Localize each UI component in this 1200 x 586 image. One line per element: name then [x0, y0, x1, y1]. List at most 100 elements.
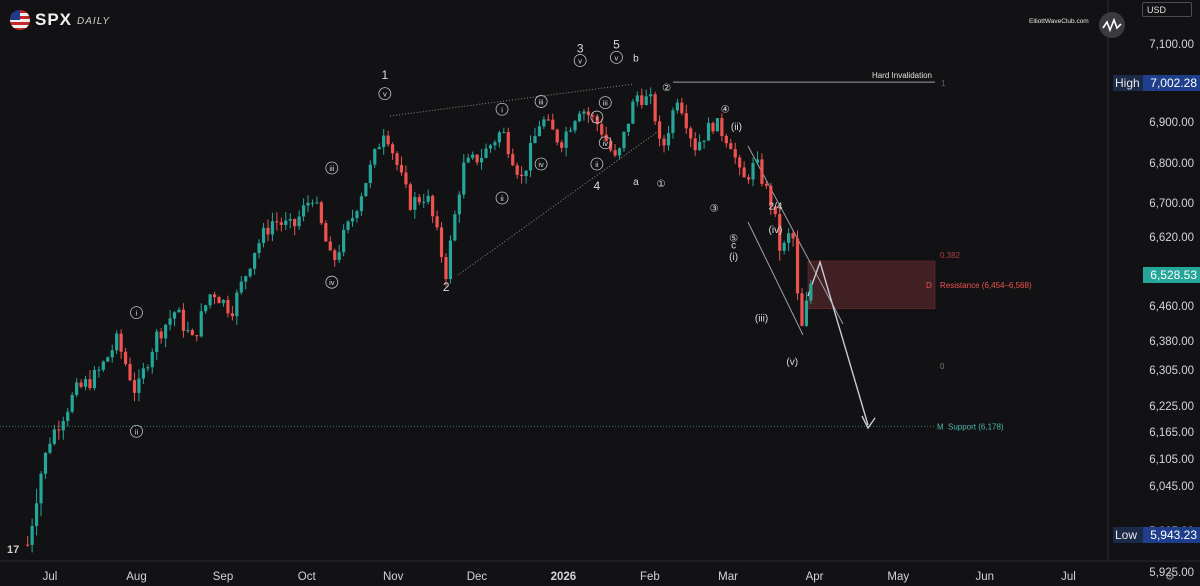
- candle-body: [57, 429, 61, 431]
- wave-label: 2: [443, 280, 450, 294]
- y-tick-label: 6,380.00: [1149, 336, 1194, 348]
- candle-body: [301, 205, 306, 217]
- candle-body: [395, 153, 399, 165]
- candle-body: [671, 110, 675, 134]
- candle-body: [466, 157, 470, 163]
- candle-body: [760, 159, 764, 184]
- candle-body: [43, 452, 48, 474]
- candle-body: [595, 116, 599, 125]
- candle-body: [746, 177, 751, 180]
- wave-label-circle: [573, 54, 587, 67]
- channel-lower-line: [747, 221, 804, 336]
- candle-body: [809, 283, 813, 301]
- candle-body: [106, 357, 110, 362]
- wave-label: iii: [539, 97, 544, 106]
- candle-body: [635, 95, 639, 102]
- candle-body: [172, 312, 177, 319]
- candle-body: [684, 113, 688, 129]
- wave-label: ii: [595, 160, 599, 169]
- x-tick-label: May: [887, 571, 909, 583]
- settings-gear-icon[interactable]: ⚙: [1165, 571, 1175, 583]
- last-price-tag: 6,528.53: [1143, 267, 1200, 283]
- chart-grid: [0, 0, 1200, 562]
- candle-body: [577, 113, 582, 122]
- resistance-label: Resistance (6,454–6,568): [940, 281, 1032, 290]
- y-tick-label: 6,900.00: [1149, 117, 1194, 129]
- candle-body: [693, 138, 697, 151]
- channel-upper-line: [747, 145, 844, 325]
- wave-label: v: [615, 53, 619, 62]
- support-marker: M: [937, 422, 944, 431]
- wave-label: i: [501, 105, 503, 114]
- candle-body: [26, 544, 30, 546]
- wave-label-circle: [325, 161, 339, 175]
- candle-body: [155, 331, 159, 352]
- candle-body: [586, 111, 590, 116]
- candle-body: [506, 132, 510, 155]
- candle-body: [778, 214, 782, 251]
- candle-body: [333, 250, 337, 260]
- candle-body: [462, 162, 466, 195]
- candle-body: [488, 145, 493, 149]
- candle-body: [141, 368, 145, 379]
- candle-body: [150, 351, 154, 368]
- wave-label-circle: [610, 50, 623, 64]
- x-tick-label: Sep: [213, 571, 233, 583]
- candle-body: [439, 227, 444, 258]
- candle-body: [132, 380, 137, 393]
- candle-body: [408, 184, 412, 210]
- candle-body: [288, 219, 292, 221]
- candle-body: [66, 411, 70, 422]
- candle-body: [702, 140, 706, 142]
- candle-body: [666, 133, 671, 146]
- candle-body: [524, 170, 528, 177]
- candle-body: [622, 131, 626, 149]
- x-tick-label: Jul: [1061, 571, 1076, 583]
- candle-body: [230, 313, 234, 317]
- wave-label: iv: [538, 160, 544, 169]
- wave-label: ④: [721, 104, 730, 115]
- candle-body: [101, 361, 105, 370]
- x-tick-label: Feb: [640, 571, 660, 583]
- candle-body: [573, 121, 577, 131]
- candlestick-series: [26, 87, 813, 553]
- candle-body: [546, 119, 550, 121]
- wave-label: c: [731, 241, 736, 252]
- candle-body: [261, 227, 266, 244]
- candle-body: [204, 305, 208, 312]
- candle-body: [706, 122, 711, 141]
- candle-body: [791, 233, 795, 239]
- candle-body: [39, 473, 43, 504]
- wave-label: ②: [662, 83, 671, 94]
- candle-body: [626, 123, 631, 132]
- candle-body: [604, 134, 608, 142]
- candle-body: [212, 294, 217, 298]
- projection-arrowhead: [861, 415, 876, 430]
- currency-selector[interactable]: USD: [1142, 2, 1192, 17]
- candle-body: [493, 142, 497, 146]
- candle-body: [110, 350, 114, 358]
- wave-label: (iii): [755, 313, 768, 324]
- candle-body: [315, 202, 319, 204]
- wave-label: a: [633, 177, 639, 188]
- candle-body: [270, 221, 275, 235]
- candle-body: [248, 268, 252, 277]
- wave-label: (i): [729, 252, 738, 263]
- wave-label: iii: [329, 164, 334, 173]
- candle-body: [662, 138, 666, 146]
- x-tick-label: 2026: [551, 571, 577, 583]
- candle-body: [715, 118, 720, 132]
- candle-body: [70, 394, 74, 412]
- y-tick-label: 6,225.00: [1149, 401, 1194, 413]
- candle-body: [306, 202, 310, 206]
- low-value: 5,943.23: [1143, 527, 1200, 543]
- candle-body: [177, 309, 181, 313]
- candle-body: [426, 195, 430, 202]
- high-value: 7,002.28: [1143, 75, 1200, 91]
- tradingview-logo-icon[interactable]: 17: [7, 544, 20, 556]
- candle-body: [431, 195, 435, 217]
- candle-body: [52, 429, 56, 444]
- wave-label: v: [578, 57, 582, 66]
- candle-body: [293, 219, 297, 227]
